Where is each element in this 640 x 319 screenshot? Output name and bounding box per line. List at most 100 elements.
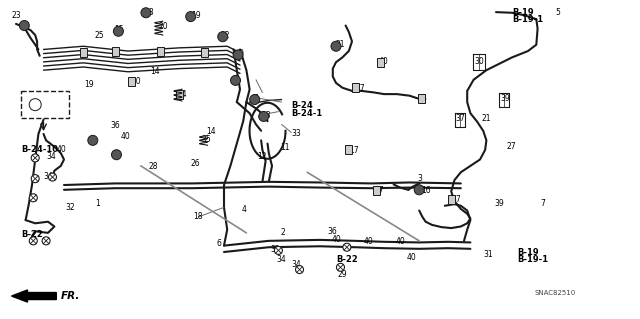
Circle shape (233, 50, 243, 60)
Text: 40: 40 (396, 237, 405, 246)
Text: 6: 6 (216, 239, 221, 248)
Bar (373, 186, 380, 195)
Circle shape (49, 173, 56, 181)
Text: 32: 32 (65, 204, 75, 212)
Text: 4: 4 (242, 205, 247, 214)
Circle shape (31, 174, 39, 183)
Text: 40: 40 (332, 235, 341, 244)
Text: 31: 31 (483, 250, 493, 259)
Text: B-19: B-19 (512, 8, 534, 17)
FancyArrow shape (12, 290, 56, 302)
Text: 40: 40 (379, 57, 388, 66)
Text: B-19: B-19 (517, 248, 539, 256)
Text: 28: 28 (148, 162, 158, 171)
Text: 9: 9 (238, 49, 243, 58)
Text: 30: 30 (475, 57, 484, 66)
Text: 27: 27 (507, 142, 516, 151)
Bar (112, 47, 118, 56)
Circle shape (113, 26, 124, 36)
Text: 18: 18 (193, 212, 203, 221)
Text: 40: 40 (56, 145, 66, 154)
Text: 35: 35 (202, 135, 211, 144)
Text: 19: 19 (191, 11, 200, 20)
Circle shape (31, 154, 39, 162)
Text: 1: 1 (95, 199, 99, 208)
Text: 20: 20 (159, 22, 168, 31)
Text: 12: 12 (257, 152, 267, 161)
Text: 10: 10 (131, 77, 141, 86)
Text: 19: 19 (84, 80, 94, 89)
Bar (202, 48, 208, 57)
Bar (128, 77, 134, 86)
Text: 11: 11 (280, 143, 290, 152)
Circle shape (29, 194, 37, 202)
Text: 8: 8 (234, 75, 238, 84)
Text: 29: 29 (338, 271, 348, 279)
Circle shape (141, 8, 151, 18)
Bar (418, 94, 424, 103)
Text: 39: 39 (500, 94, 510, 103)
Bar (352, 83, 358, 92)
Text: SNAC82510: SNAC82510 (534, 290, 575, 296)
Circle shape (186, 11, 196, 22)
Circle shape (259, 111, 269, 122)
Circle shape (19, 20, 29, 31)
Text: 14: 14 (150, 67, 160, 76)
Text: B-19-1: B-19-1 (517, 256, 548, 264)
Bar (21, 91, 69, 118)
Text: B-24-10: B-24-10 (21, 145, 58, 154)
Bar (157, 47, 163, 56)
Circle shape (414, 185, 424, 195)
Text: 34: 34 (44, 172, 53, 181)
Text: 40: 40 (120, 132, 130, 141)
Bar (448, 195, 454, 204)
Text: 17: 17 (349, 146, 358, 155)
Text: B-22: B-22 (21, 230, 43, 239)
Text: 33: 33 (291, 129, 301, 138)
Circle shape (275, 246, 282, 255)
Circle shape (250, 94, 260, 105)
Circle shape (29, 99, 41, 111)
Circle shape (296, 265, 303, 274)
Text: 13: 13 (261, 111, 271, 120)
Text: 23: 23 (12, 11, 21, 20)
Text: B-22: B-22 (336, 256, 358, 264)
Text: 7: 7 (541, 199, 546, 208)
Text: 22: 22 (221, 31, 230, 40)
Text: 16: 16 (421, 186, 431, 195)
Text: 34: 34 (291, 260, 301, 269)
Text: 2: 2 (280, 228, 285, 237)
Text: ABS: ABS (26, 103, 36, 108)
Text: 39: 39 (494, 199, 504, 208)
Circle shape (230, 75, 241, 85)
Circle shape (337, 263, 344, 271)
Text: 36: 36 (328, 227, 337, 236)
Text: 36: 36 (110, 121, 120, 130)
Text: 24: 24 (178, 90, 188, 99)
Text: B-24: B-24 (291, 101, 313, 110)
Text: 34: 34 (46, 152, 56, 161)
Text: 17: 17 (355, 84, 365, 93)
Bar (346, 145, 352, 154)
Text: 21: 21 (336, 40, 346, 48)
Circle shape (218, 32, 228, 42)
Bar (378, 58, 384, 67)
Text: 15: 15 (114, 25, 124, 34)
Bar (176, 90, 182, 99)
Text: 25: 25 (95, 31, 104, 40)
Text: 14: 14 (206, 127, 216, 136)
Text: 17: 17 (374, 186, 384, 195)
Text: 40: 40 (406, 253, 416, 262)
Circle shape (343, 243, 351, 251)
Text: 3: 3 (421, 94, 426, 103)
Text: FR.: FR. (61, 291, 80, 301)
Circle shape (42, 237, 50, 245)
Circle shape (88, 135, 98, 145)
Text: B-19-1: B-19-1 (512, 15, 543, 24)
Text: 5: 5 (556, 8, 561, 17)
Text: 37: 37 (456, 114, 465, 123)
Circle shape (29, 237, 37, 245)
Text: 40: 40 (364, 237, 373, 246)
Text: 34: 34 (276, 255, 286, 263)
Bar (80, 48, 86, 57)
